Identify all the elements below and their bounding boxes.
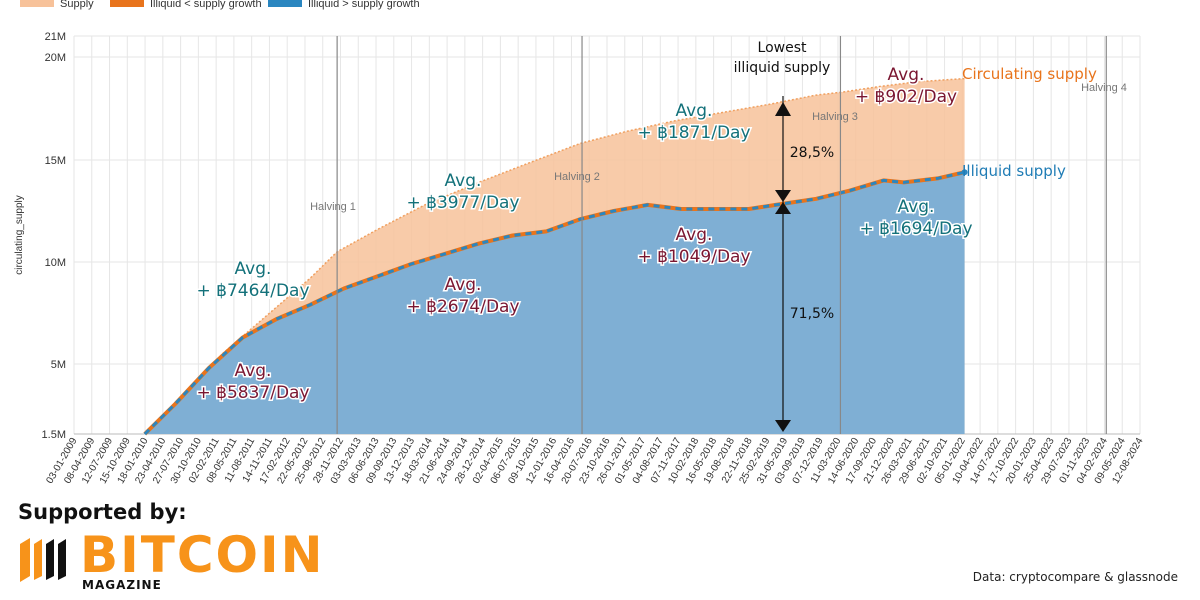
y-tick-label: 5M (51, 359, 66, 371)
supply-chart: 03-01-200908-04-200912-07-200915-10-2009… (14, 0, 1146, 486)
avg-label: Avg. (445, 171, 482, 191)
supported-by-label: Supported by: (18, 500, 187, 524)
avg-rate-label: + ฿7464/Day (196, 281, 309, 301)
legend-label: Supply (60, 0, 94, 10)
avg-label: Avg. (898, 197, 935, 217)
avg-rate-label: + ฿902/Day (855, 87, 957, 107)
arrow-up-icon (775, 102, 791, 116)
illiquid-line (143, 170, 965, 436)
pct-top-label: 28,5% (790, 145, 834, 161)
y-tick-label: 20M (45, 52, 66, 64)
pct-bottom-label: 71,5% (790, 306, 834, 322)
avg-rate-label: + ฿2674/Day (406, 297, 519, 317)
bitcoin-magazine-logo: BITCOIN MAGAZINE (20, 526, 322, 594)
y-axis-label: circulating_supply (14, 195, 25, 275)
y-tick-label: 15M (45, 155, 66, 167)
y-tick-label: 10M (45, 257, 66, 269)
lowest-label: illiquid supply (734, 60, 831, 76)
legend-label: Illiquid > supply growth (308, 0, 420, 10)
arrow-down-icon (775, 190, 791, 202)
avg-rate-label: + ฿5837/Day (196, 383, 309, 403)
arrow-down-icon (775, 420, 791, 432)
halving-label: Halving 4 (1081, 82, 1127, 94)
data-source-note: Data: cryptocompare & glassnode (972, 570, 1178, 584)
logo-subtitle: MAGAZINE (82, 578, 162, 592)
avg-label: Avg. (888, 65, 925, 85)
legend-swatch (110, 0, 144, 7)
y-tick-label: 1.5M (42, 429, 66, 441)
circulating-supply-label: Circulating supply (962, 65, 1097, 83)
avg-label: Avg. (676, 101, 713, 121)
avg-rate-label: + ฿1871/Day (637, 123, 750, 143)
logo-bars-icon (20, 538, 66, 582)
illiquid-supply-label: Illiquid supply (962, 162, 1066, 180)
legend-swatch (268, 0, 302, 7)
arrow-up-icon (775, 202, 791, 214)
legend-swatch (20, 0, 54, 7)
halving-label: Halving 3 (812, 111, 858, 123)
halving-label: Halving 2 (554, 171, 600, 183)
legend-label: Illiquid < supply growth (150, 0, 262, 10)
avg-label: Avg. (235, 259, 272, 279)
illiquid-end-point (961, 169, 968, 176)
avg-rate-label: + ฿3977/Day (406, 193, 519, 213)
halving-label: Halving 1 (310, 201, 356, 213)
logo-wordmark: BITCOIN (80, 526, 325, 584)
avg-rate-label: + ฿1694/Day (859, 219, 972, 239)
avg-label: Avg. (235, 361, 272, 381)
y-tick-label: 21M (45, 31, 66, 43)
illiquid-area (144, 172, 965, 434)
lowest-label: Lowest (758, 40, 807, 56)
avg-label: Avg. (676, 225, 713, 245)
avg-label: Avg. (445, 275, 482, 295)
avg-rate-label: + ฿1049/Day (637, 247, 750, 267)
